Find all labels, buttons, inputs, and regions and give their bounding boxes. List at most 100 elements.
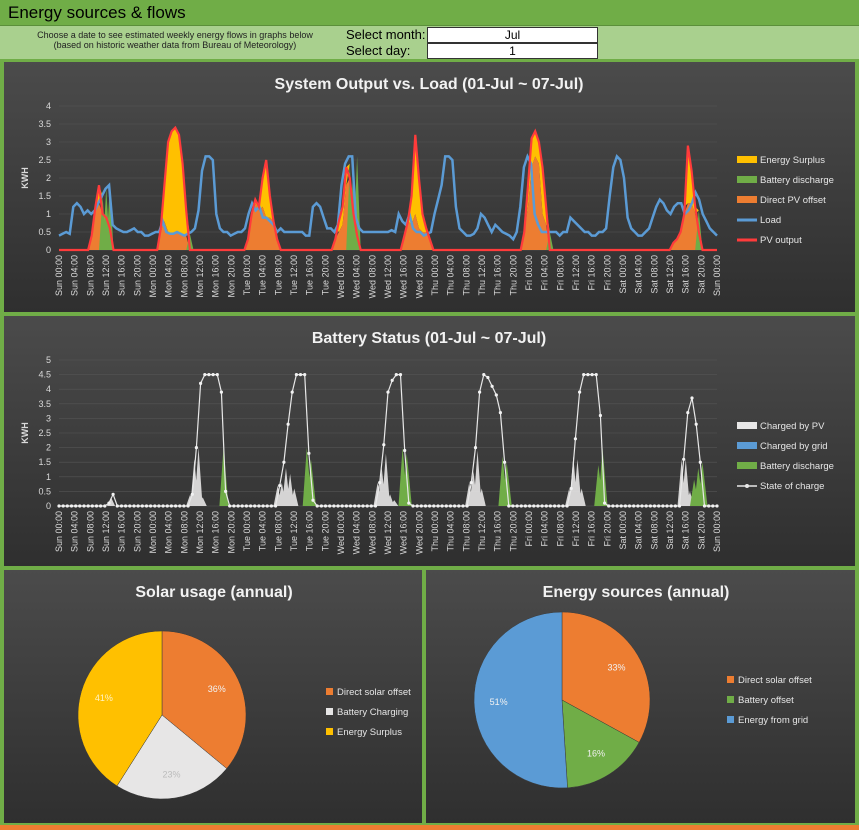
x-tick-label: Mon 12:00 xyxy=(195,511,205,554)
pie-slice xyxy=(116,714,228,800)
state-of-charge-point xyxy=(153,504,157,508)
state-of-charge-point xyxy=(307,451,311,455)
legend-label: PV output xyxy=(760,235,802,246)
day-select[interactable]: 1 xyxy=(427,43,598,59)
state-of-charge-point xyxy=(677,504,682,508)
battery-status-chart-panel: Battery Status (01-Jul ~ 07-Jul) 0 0.5 1 1.5… xyxy=(4,316,855,566)
state-of-charge-point xyxy=(182,504,186,508)
pie-slice xyxy=(561,699,640,789)
state-of-charge-point xyxy=(298,373,303,377)
legend-label: Battery discharge xyxy=(760,461,834,472)
month-select[interactable]: Jul xyxy=(427,27,598,43)
x-tick-label: Sun 16:00 xyxy=(117,511,127,552)
system-output-chart: System Output vs. Load (01-Jul ~ 07-Jul)… xyxy=(20,76,834,298)
x-tick-label: Mon 16:00 xyxy=(211,511,221,554)
state-of-charge-point xyxy=(578,390,582,394)
state-of-charge-point xyxy=(165,504,169,508)
x-tick-label: Fri 16:00 xyxy=(587,511,597,547)
y-tick-label: 0 xyxy=(46,245,51,255)
legend-swatch xyxy=(326,708,333,715)
x-tick-label: Sat 16:00 xyxy=(681,255,691,294)
state-of-charge-point xyxy=(665,504,669,508)
state-of-charge-point xyxy=(511,504,515,508)
state-of-charge-point xyxy=(140,504,144,508)
y-tick-label: 0 xyxy=(46,501,51,511)
state-of-charge-point xyxy=(540,504,544,508)
state-of-charge-point xyxy=(440,504,444,508)
state-of-charge-point xyxy=(548,504,553,508)
state-of-charge-point xyxy=(598,413,603,418)
x-tick-label: Sat 12:00 xyxy=(665,255,675,294)
state-of-charge-point xyxy=(419,504,423,508)
state-of-charge-point xyxy=(323,504,328,508)
state-of-charge-point xyxy=(228,504,232,508)
x-tick-label: Thu 00:00 xyxy=(430,511,440,552)
state-of-charge-point xyxy=(348,504,353,508)
state-of-charge-point xyxy=(407,501,411,505)
x-tick-label: Sat 00:00 xyxy=(618,511,628,550)
state-of-charge-point xyxy=(353,504,357,508)
legend-label: Battery Charging xyxy=(337,707,408,718)
x-tick-label: Thu 20:00 xyxy=(508,511,518,552)
x-tick-label: Fri 20:00 xyxy=(602,511,612,547)
state-of-charge-point xyxy=(573,437,578,441)
state-of-charge-point xyxy=(515,504,519,508)
legend-swatch xyxy=(727,696,734,703)
legend-label: Charged by PV xyxy=(760,421,825,432)
y-tick-label: 2.5 xyxy=(38,155,51,165)
x-tick-label: Fri 00:00 xyxy=(524,255,534,291)
state-of-charge-point xyxy=(436,504,440,508)
help-text: Choose a date to see estimated weekly en… xyxy=(10,30,340,50)
x-tick-label: Sun 08:00 xyxy=(85,255,95,296)
y-tick-label: 1.5 xyxy=(38,457,51,467)
y-tick-label: 4 xyxy=(46,101,51,111)
state-of-charge-point xyxy=(344,504,348,508)
x-tick-label: Thu 04:00 xyxy=(446,255,456,296)
state-of-charge-point xyxy=(553,504,557,508)
x-tick-label: Wed 00:00 xyxy=(336,255,346,298)
state-of-charge-point xyxy=(265,504,269,508)
state-of-charge-point xyxy=(161,504,165,508)
x-tick-label: Sat 08:00 xyxy=(649,511,659,550)
x-tick-label: Tue 12:00 xyxy=(289,255,299,295)
state-of-charge-point xyxy=(490,384,494,388)
state-of-charge-point xyxy=(236,504,240,508)
help-line-1: Choose a date to see estimated weekly en… xyxy=(37,30,313,40)
pv-output-line xyxy=(59,125,717,252)
x-tick-label: Mon 00:00 xyxy=(148,511,158,554)
state-of-charge-point xyxy=(448,504,453,508)
state-of-charge-point xyxy=(107,501,111,505)
legend-label: Load xyxy=(760,215,781,226)
x-tick-label: Wed 08:00 xyxy=(367,255,377,298)
state-of-charge-point xyxy=(415,504,419,508)
chart-title: System Output vs. Load (01-Jul ~ 07-Jul) xyxy=(275,76,584,93)
state-of-charge-point xyxy=(565,504,569,508)
state-of-charge-point xyxy=(211,373,215,377)
x-tick-label: Wed 16:00 xyxy=(399,511,409,554)
state-of-charge-point xyxy=(103,504,107,508)
state-of-charge-point xyxy=(465,504,469,508)
state-of-charge-point xyxy=(523,504,528,508)
pie-slice xyxy=(77,630,163,787)
state-of-charge-point xyxy=(428,504,432,508)
x-tick-label: Sat 20:00 xyxy=(696,255,706,294)
state-of-charge-point xyxy=(194,446,198,450)
x-tick-label: Wed 12:00 xyxy=(383,511,393,554)
state-of-charge-point xyxy=(157,504,161,508)
load-line xyxy=(58,153,718,242)
state-of-charge-point xyxy=(128,504,132,508)
legend-swatch-marker xyxy=(745,484,749,488)
state-of-charge-point xyxy=(469,481,473,485)
x-tick-label: Sun 20:00 xyxy=(132,255,142,296)
state-of-charge-point xyxy=(611,504,615,508)
x-tick-label: Fri 08:00 xyxy=(555,511,565,547)
state-of-charge-point xyxy=(132,504,136,508)
x-tick-label: Tue 16:00 xyxy=(305,511,315,551)
x-tick-label: Tue 04:00 xyxy=(258,511,268,551)
state-of-charge-point xyxy=(365,504,369,508)
state-of-charge-point xyxy=(169,504,173,508)
state-of-charge-point xyxy=(207,373,211,377)
y-tick-label: 4 xyxy=(46,384,51,394)
pie-title: Energy sources (annual) xyxy=(543,584,730,601)
state-of-charge-point xyxy=(82,504,86,508)
